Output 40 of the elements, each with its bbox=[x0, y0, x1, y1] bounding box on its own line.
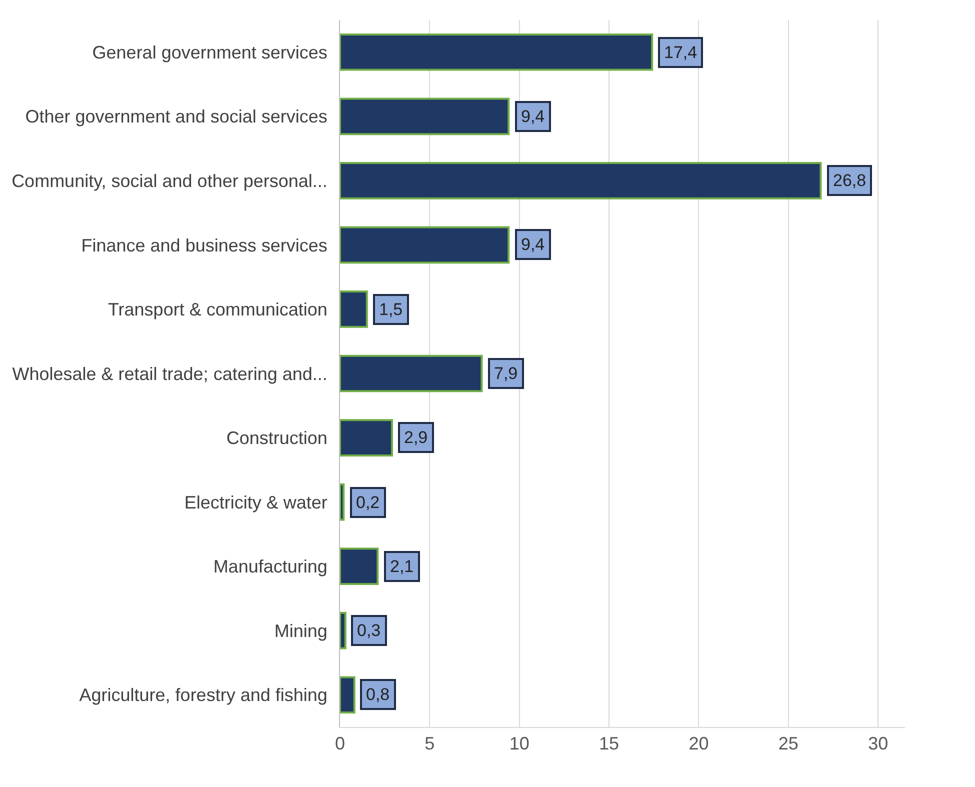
bar bbox=[340, 290, 368, 328]
y-tick-label: Electricity & water bbox=[184, 492, 328, 512]
data-label: 9,4 bbox=[521, 107, 545, 126]
data-label: 9,4 bbox=[521, 235, 545, 254]
bar bbox=[340, 226, 510, 264]
x-tick-label: 30 bbox=[868, 734, 888, 754]
data-label: 7,9 bbox=[494, 364, 518, 383]
x-tick-label: 25 bbox=[778, 734, 798, 754]
y-tick-label: Manufacturing bbox=[213, 556, 328, 577]
y-tick-label: Wholesale & retail trade; catering and... bbox=[12, 364, 328, 384]
bar bbox=[340, 548, 379, 585]
y-tick-label: Transport & communication bbox=[108, 300, 328, 320]
bar bbox=[340, 98, 510, 136]
x-tick-label: 10 bbox=[509, 734, 530, 754]
y-tick-label: Community, social and other personal... bbox=[12, 170, 328, 191]
y-tick-label: Agriculture, forestry and fishing bbox=[79, 685, 328, 706]
x-tick-label: 15 bbox=[599, 734, 620, 754]
data-label: 17,4 bbox=[664, 43, 698, 62]
x-tick-label: 20 bbox=[688, 734, 709, 754]
y-tick-label: Construction bbox=[226, 428, 328, 448]
bar bbox=[340, 33, 654, 71]
x-tick-label: 5 bbox=[424, 734, 435, 754]
y-tick-label: Finance and business services bbox=[81, 235, 328, 256]
y-tick-label: Mining bbox=[274, 620, 328, 641]
data-label: 2,1 bbox=[390, 557, 414, 576]
bar bbox=[340, 419, 394, 456]
y-tick-label: General government services bbox=[92, 42, 328, 62]
data-label: 0,8 bbox=[366, 685, 390, 704]
data-label: 0,2 bbox=[356, 493, 380, 512]
y-tick-label: Other government and social services bbox=[25, 106, 328, 127]
data-label: 26,8 bbox=[833, 171, 866, 190]
bar bbox=[340, 676, 356, 714]
data-label: 0,3 bbox=[357, 621, 381, 640]
data-label: 2,9 bbox=[404, 428, 428, 447]
data-label: 1,5 bbox=[379, 300, 403, 319]
bar bbox=[340, 354, 483, 392]
x-tick-label: 0 bbox=[334, 734, 346, 754]
bar bbox=[340, 483, 345, 521]
bar bbox=[340, 612, 346, 650]
bar bbox=[340, 162, 822, 200]
